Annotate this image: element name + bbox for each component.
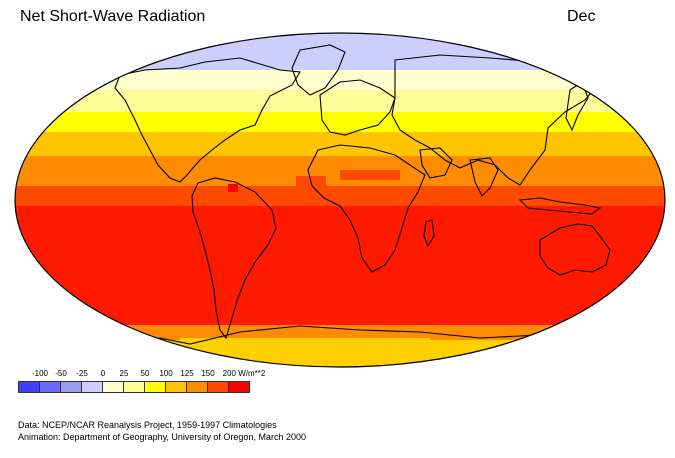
month-label: Dec [567,8,596,25]
legend-label: 150 [201,369,215,378]
indonesia-outline [518,197,602,215]
band-red-orange [15,186,665,206]
band-polar-north [15,33,665,70]
legend-swatch [102,381,124,393]
band-pale [15,70,665,90]
band-light-yellow [15,90,665,112]
south-america-outline [191,177,277,340]
legend-label: 125 [180,369,194,378]
page-title: Net Short-Wave Radiation [20,8,206,25]
legend-swatch [186,381,208,393]
credits-data-line: Data: NCEP/NCAR Reanalysis Project, 1959… [18,420,277,430]
legend-swatch [123,381,145,393]
band-gold [15,132,665,156]
india-outline [469,157,499,197]
arabia-outline [419,147,453,179]
legend-swatch [207,381,229,393]
legend-swatch [60,381,82,393]
north-america-outline [114,57,301,183]
greenland-outline [291,44,346,96]
credits-animation-line: Animation: Department of Geography, Univ… [18,432,306,442]
legend-color-scale [18,381,250,393]
legend-label: -50 [55,369,67,378]
legend-swatch [144,381,166,393]
legend-label: 50 [140,369,150,378]
australia-outline [539,223,611,276]
legend-label: 200 W/m**2 [222,369,266,378]
legend-swatch [18,381,40,393]
credits: Data: NCEP/NCAR Reanalysis Project, 1959… [18,419,306,443]
legend-label: 0 [100,369,106,378]
band-yellow [15,112,665,132]
madagascar-outline [423,219,435,248]
legend-label: -25 [76,369,88,378]
band-red [15,206,665,330]
globe-outline [14,32,666,368]
africa-outline [307,144,426,273]
europe-outline [319,79,396,136]
legend-swatch [81,381,103,393]
legend-swatch [39,381,61,393]
legend-label: 25 [119,369,129,378]
band-orange [15,156,665,186]
legend-swatch [165,381,187,393]
legend-labels: -100 -50 -25 0 25 50 100 125 150 200 W/m… [18,369,318,381]
legend-label: -100 [31,369,49,378]
legend-label: 100 [159,369,173,378]
legend-swatch [228,381,250,393]
